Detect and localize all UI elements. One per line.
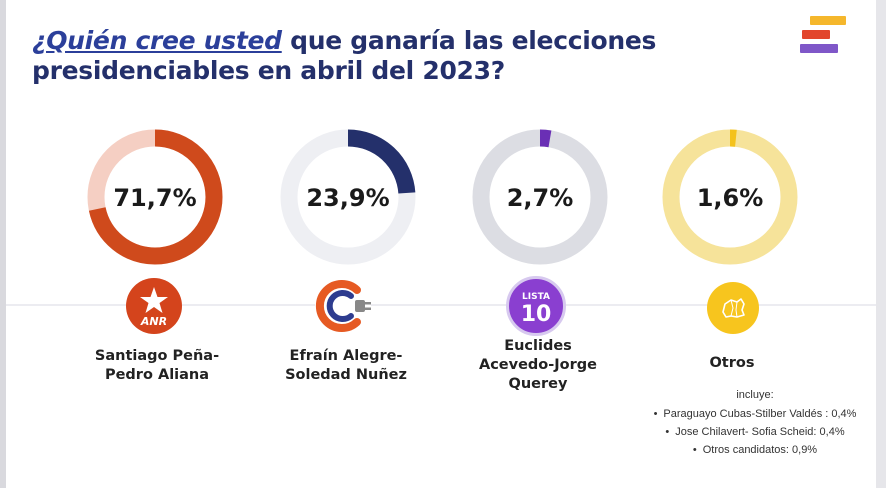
brand-bar-red <box>802 30 830 39</box>
brand-bar-purple <box>800 44 838 53</box>
c-plug-icon <box>315 280 371 332</box>
breakdown-item: • Otros candidatos: 0,9% <box>692 444 818 456</box>
star-icon: ANR <box>140 287 168 328</box>
donut-value-label-alegre: 23,9% <box>306 184 389 212</box>
title-question: ¿Quién cree usted <box>32 26 282 55</box>
donut-value-label-pena: 71,7% <box>113 184 196 212</box>
donut-arc-pena <box>87 129 223 265</box>
candidate-name-line: Euclides <box>504 338 572 354</box>
candidate-name-line: Santiago Peña- <box>94 348 220 364</box>
left-frame-edge <box>0 0 6 488</box>
breakdown-item: • Paraguayo Cubas-Stilber Valdés : 0,4% <box>653 408 857 420</box>
chart-title: ¿Quién cree usted que ganaría las elecci… <box>32 26 732 86</box>
candidate-name-line: Acevedo-Jorge <box>478 357 598 373</box>
title-line2: presidenciables en abril del 2023? <box>32 56 505 85</box>
breakdown-item: • Jose Chilavert- Sofia Scheid: 0,4% <box>665 426 845 438</box>
brand-logo <box>800 16 846 56</box>
donut-arc-otros <box>662 129 798 265</box>
breakdown-item-text: Paraguayo Cubas-Stilber Valdés : 0,4% <box>663 408 857 420</box>
right-frame-edge <box>876 0 886 488</box>
c-plug-logo <box>315 276 371 332</box>
donut-arc-alegre <box>280 129 416 265</box>
candidate-name-acevedo: Euclides Acevedo-Jorge Querey <box>443 337 633 394</box>
candidate-name-pena: Santiago Peña- Pedro Aliana <box>62 347 252 385</box>
otros-logo <box>707 282 759 334</box>
candidate-name-line: Otros <box>709 355 755 371</box>
includes-label: incluye: <box>736 389 774 401</box>
candidate-name-line: Soledad Nuñez <box>285 367 407 383</box>
brand-bar-yellow <box>810 16 846 25</box>
breakdown-item-text: Otros candidatos: 0,9% <box>702 444 818 456</box>
candidate-name-line: Pedro Aliana <box>104 367 210 383</box>
donut-value-label-acevedo: 2,7% <box>507 184 574 212</box>
candidate-name-otros: Otros <box>637 354 827 373</box>
lista-10-logo: LISTA 10 <box>506 276 566 336</box>
donut-value-label-otros: 1,6% <box>697 184 764 212</box>
candidate-name-line: Efraín Alegre- <box>289 348 403 364</box>
map-icon <box>722 298 745 318</box>
anr-logo: ANR <box>126 278 182 334</box>
breakdown-item-text: Jose Chilavert- Sofia Scheid: 0,4% <box>675 426 845 438</box>
section-divider <box>6 304 876 306</box>
title-rest: que ganaría las elecciones <box>281 26 657 55</box>
candidate-name-line: Querey <box>508 376 568 392</box>
candidate-name-alegre: Efraín Alegre- Soledad Nuñez <box>251 347 441 385</box>
otros-breakdown: incluye: • Paraguayo Cubas-Stilber Valdés… <box>640 388 870 461</box>
svg-text:LISTA: LISTA <box>522 292 550 302</box>
donut-arc-acevedo <box>472 129 608 265</box>
lista-10-icon: LISTA 10 <box>521 292 552 327</box>
svg-text:10: 10 <box>521 302 552 327</box>
anr-logo-text: ANR <box>140 315 167 328</box>
